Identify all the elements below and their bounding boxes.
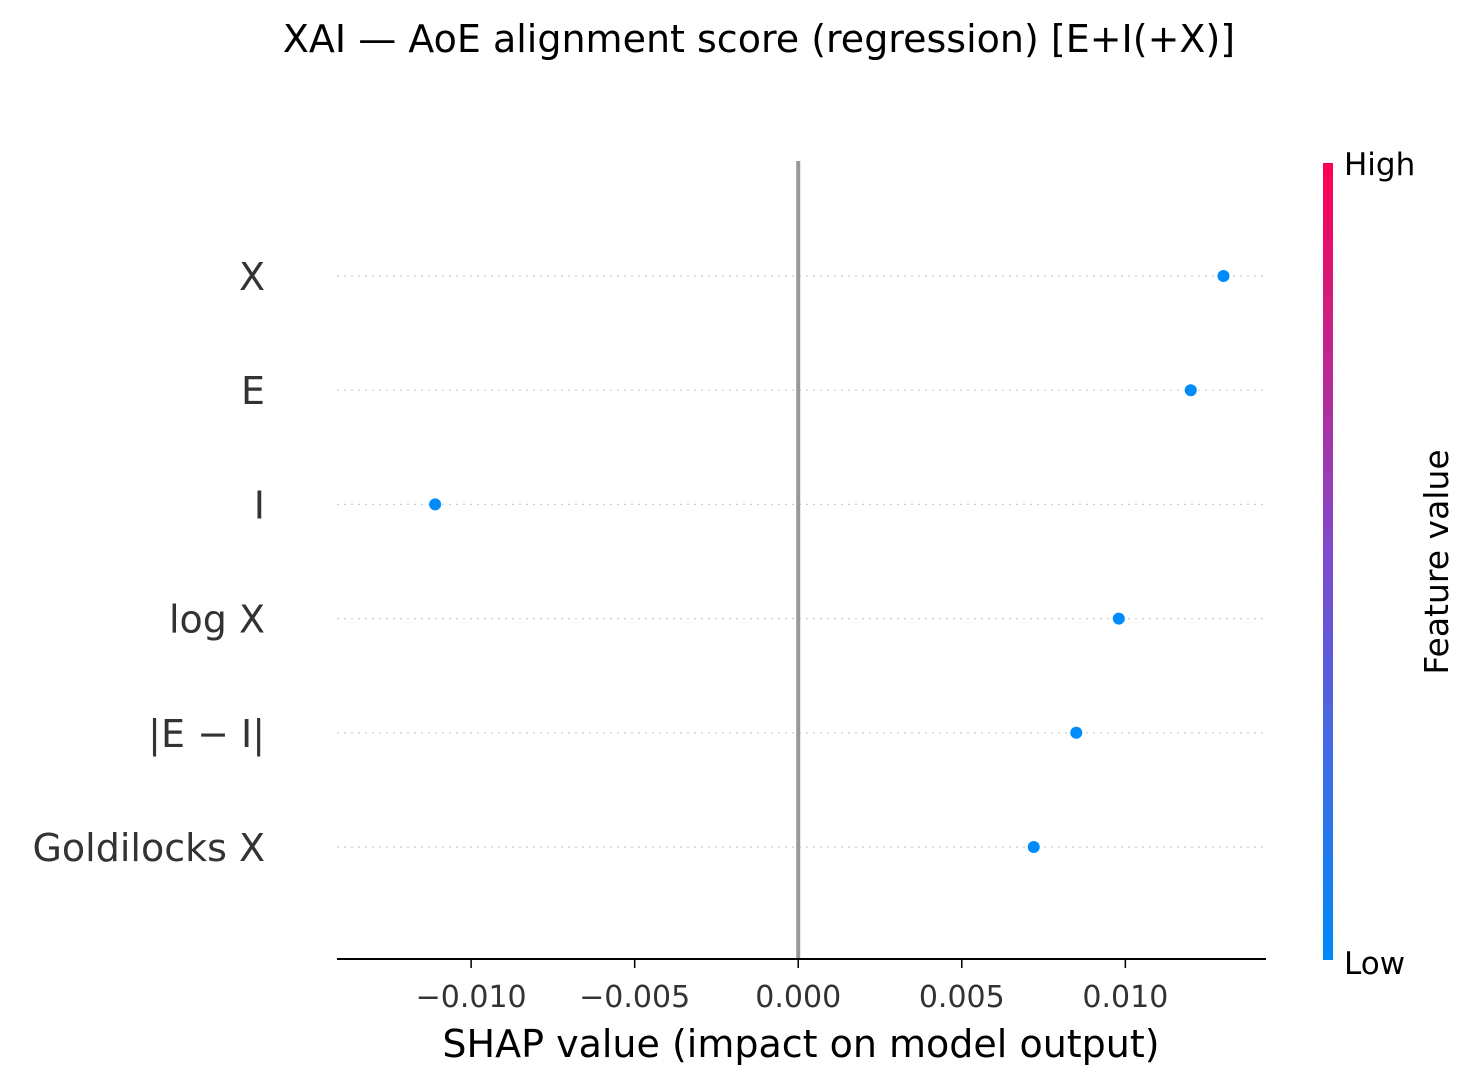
x-axis-ticks: −0.010 −0.005 0.000 0.005 0.010 [416, 959, 1168, 1015]
data-point [1027, 841, 1040, 853]
colorbar-title: Feature value [1417, 449, 1456, 674]
colorbar-high-label: High [1344, 147, 1415, 183]
grid-lines [337, 275, 1266, 848]
data-point [1184, 384, 1197, 397]
x-tick-label: 0.010 [1082, 980, 1168, 1015]
x-tick-label: −0.010 [416, 980, 527, 1015]
x-tick-label: 0.000 [755, 980, 841, 1015]
feature-label: |E − I| [148, 712, 265, 757]
data-point [429, 498, 442, 511]
data-point [1070, 726, 1083, 739]
x-tick-label: −0.005 [579, 980, 690, 1015]
data-point [1112, 612, 1125, 625]
data-points [429, 270, 1230, 853]
x-axis-label: SHAP value (impact on model output) [442, 1022, 1159, 1066]
feature-label: Goldilocks X [32, 826, 265, 870]
chart-title: XAI — AoE alignment score (regression) [… [283, 17, 1235, 61]
colorbar-low-label: Low [1344, 946, 1405, 982]
feature-label: I [254, 483, 265, 527]
feature-label: X [239, 255, 265, 299]
data-point [1217, 270, 1230, 282]
x-tick-label: 0.005 [919, 980, 1005, 1015]
feature-label: log X [169, 598, 265, 642]
feature-label: E [241, 369, 265, 413]
colorbar [1323, 163, 1333, 960]
